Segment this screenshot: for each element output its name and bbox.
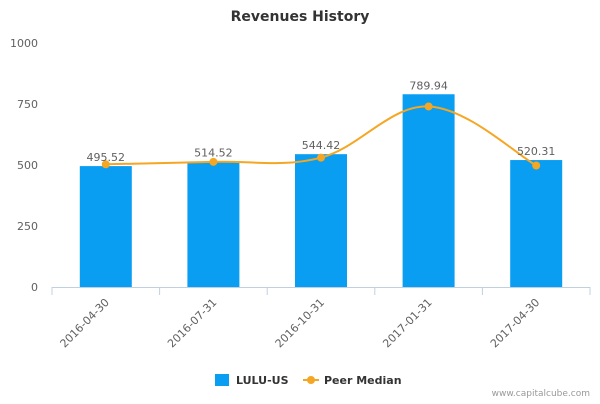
peer-median-marker — [424, 102, 433, 111]
x-tick-label: 2017-01-31 — [380, 296, 434, 350]
legend-label-peer: Peer Median — [324, 374, 402, 387]
bar-data-label: 495.52 — [87, 151, 126, 164]
x-tick-label: 2016-07-31 — [165, 296, 219, 350]
chart-title: Revenues History — [231, 9, 370, 25]
bar-data-label: 520.31 — [517, 145, 556, 158]
y-tick-label: 500 — [17, 159, 38, 172]
legend-label-lulu: LULU-US — [236, 374, 289, 387]
y-tick-label: 0 — [31, 281, 38, 294]
legend: LULU-US Peer Median — [215, 374, 402, 387]
bar — [79, 166, 132, 287]
peer-median-marker — [209, 157, 218, 166]
y-tick-label: 1000 — [10, 37, 38, 50]
credit-text: www.capitalcube.com — [492, 389, 590, 399]
y-tick-label: 750 — [17, 98, 38, 111]
bar — [402, 94, 455, 287]
x-tick-label: 2016-04-30 — [58, 296, 112, 350]
x-tick-label: 2017-04-30 — [488, 296, 542, 350]
peer-median-marker — [101, 160, 110, 169]
plot-area: 0 250 500 750 1000 495.52 514.52 544.42 789.94 52… — [10, 37, 591, 350]
bar-data-label: 514.52 — [194, 146, 233, 159]
bar-data-label: 544.42 — [302, 139, 341, 152]
bar — [187, 161, 240, 287]
y-tick-label: 250 — [17, 220, 38, 233]
legend-swatch-lulu — [215, 374, 229, 386]
bar-data-label: 789.94 — [409, 79, 448, 92]
peer-median-marker — [532, 161, 541, 170]
bar — [295, 154, 347, 287]
legend-marker-peer — [307, 376, 315, 384]
peer-median-marker — [317, 153, 325, 162]
x-tick-label: 2016-10-31 — [273, 296, 327, 350]
bar — [510, 160, 563, 287]
